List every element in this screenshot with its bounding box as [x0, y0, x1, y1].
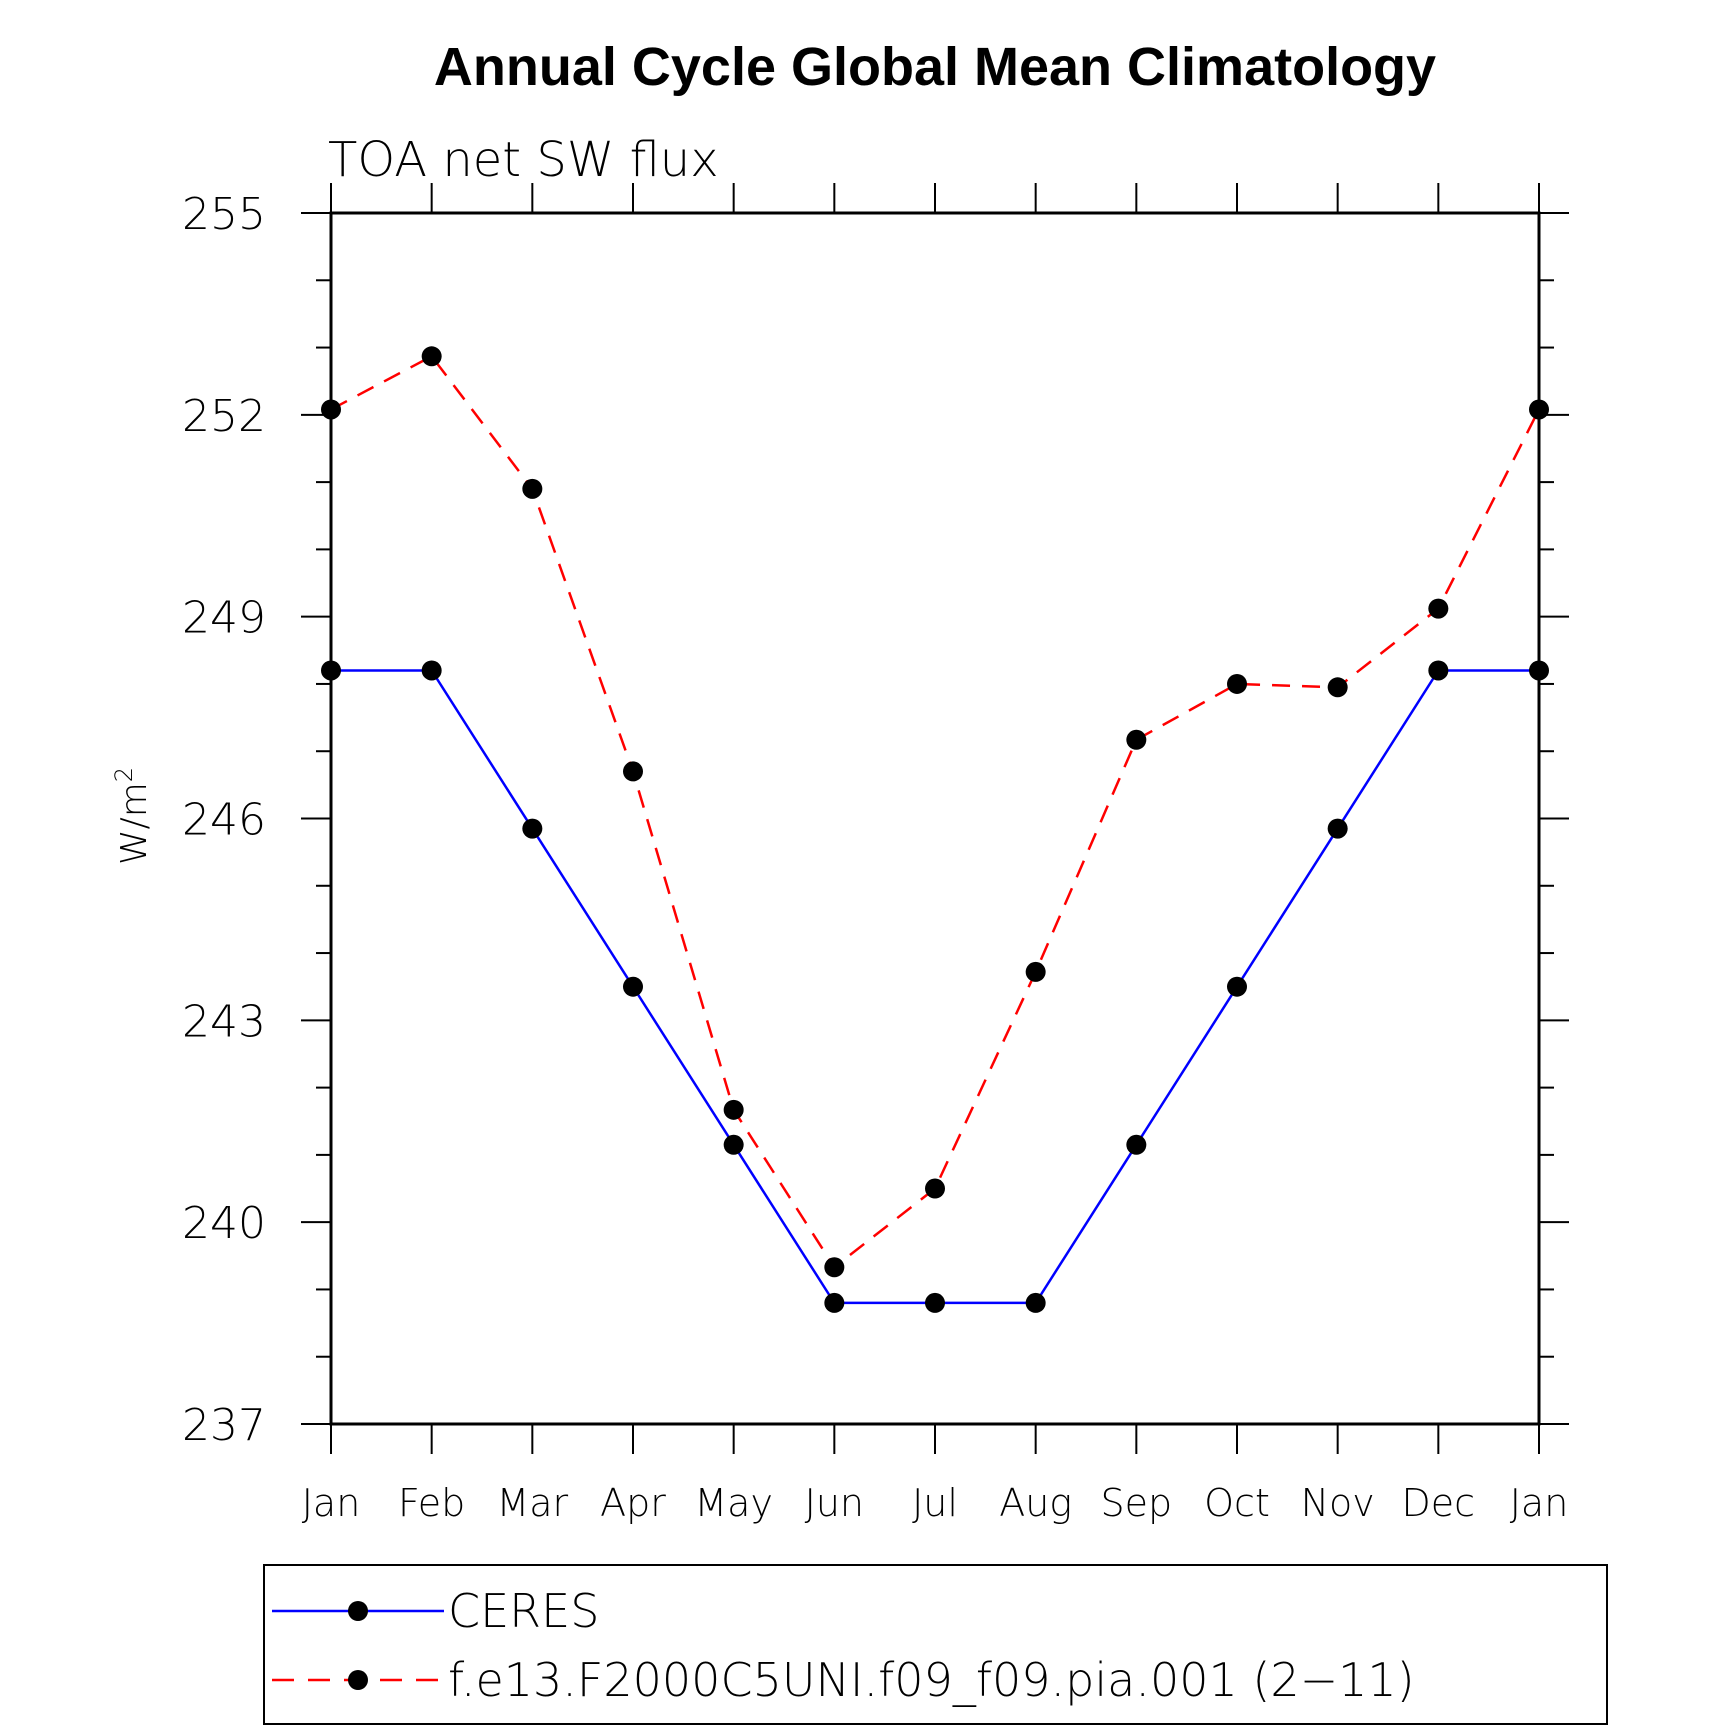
data-point-series-2	[1227, 673, 1247, 694]
x-tick-label: Jul	[912, 1481, 958, 1525]
x-tick-label: Aug	[999, 1481, 1072, 1525]
x-tick-label: Jun	[805, 1481, 864, 1525]
data-point-series-1	[824, 1292, 845, 1313]
x-tick-label: Nov	[1301, 1481, 1375, 1525]
data-point-series-2	[723, 1099, 744, 1120]
y-tick-label: 249	[182, 593, 266, 644]
data-point-series-2	[421, 346, 442, 367]
y-tick-label: 237	[182, 1400, 266, 1451]
data-point-series-1	[1025, 1292, 1046, 1313]
data-point-series-1	[723, 1134, 744, 1155]
y-axis-label-superscript: 2	[110, 767, 138, 782]
x-tick-label: Sep	[1101, 1481, 1173, 1525]
data-point-series-1	[925, 1292, 945, 1313]
series-line-2	[330, 354, 1541, 1270]
chart-title: Annual Cycle Global Mean Climatology	[434, 37, 1436, 97]
chart-subtitle: TOA net SW flux	[328, 132, 719, 188]
data-point-series-1	[1327, 818, 1348, 839]
data-point-series-2	[321, 399, 341, 420]
x-tick-label: Apr	[600, 1481, 666, 1525]
x-tick-label: Jan	[1510, 1481, 1569, 1525]
svg-text:W/m2: W/m2	[110, 767, 155, 865]
plot-area	[329, 211, 1541, 1426]
y-tick-label: 246	[182, 795, 266, 846]
data-point-series-1	[421, 660, 442, 681]
data-point-series-2	[1327, 677, 1348, 698]
data-point-series-1	[623, 976, 643, 997]
x-tick-label: Feb	[398, 1481, 465, 1525]
data-point-series-2	[1529, 399, 1549, 420]
data-point-series-1	[522, 818, 543, 839]
data-point-series-2	[623, 761, 643, 782]
data-point-series-2	[1126, 729, 1147, 750]
x-tick-label: Dec	[1402, 1481, 1476, 1525]
y-tick-label: 255	[182, 189, 266, 240]
legend-label-2: f.e13.F2000C5UNI.f09_f09.pia.001 (2−11)	[448, 1653, 1415, 1707]
data-point-series-2	[824, 1257, 845, 1278]
data-point-series-2	[1428, 598, 1449, 619]
x-tick-label: Jan	[302, 1481, 361, 1525]
data-point-series-1	[321, 660, 341, 681]
y-tick-label: 243	[182, 996, 266, 1047]
data-point-series-1	[1126, 1134, 1147, 1155]
y-tick-label: 240	[182, 1198, 266, 1249]
data-point-series-1	[1428, 660, 1449, 681]
data-point-series-1	[1529, 660, 1549, 681]
x-tick-label: Oct	[1204, 1481, 1270, 1525]
x-tick-label: Mar	[496, 1481, 568, 1525]
y-tick-label: 252	[182, 391, 266, 442]
legend-label-1: CERES	[448, 1584, 599, 1638]
legend-box	[263, 1564, 1608, 1725]
legend-marker-2	[348, 1670, 368, 1690]
data-point-series-1	[1227, 976, 1247, 997]
data-point-series-2	[925, 1178, 945, 1199]
series-line-1	[331, 669, 1539, 1305]
x-tick-label: May	[694, 1481, 773, 1525]
y-axis-label-text: W/m	[114, 782, 155, 865]
data-point-series-2	[1025, 961, 1046, 982]
y-axis-label: W/m2	[110, 767, 155, 865]
legend-marker-1	[348, 1601, 368, 1621]
data-point-series-2	[522, 478, 543, 499]
